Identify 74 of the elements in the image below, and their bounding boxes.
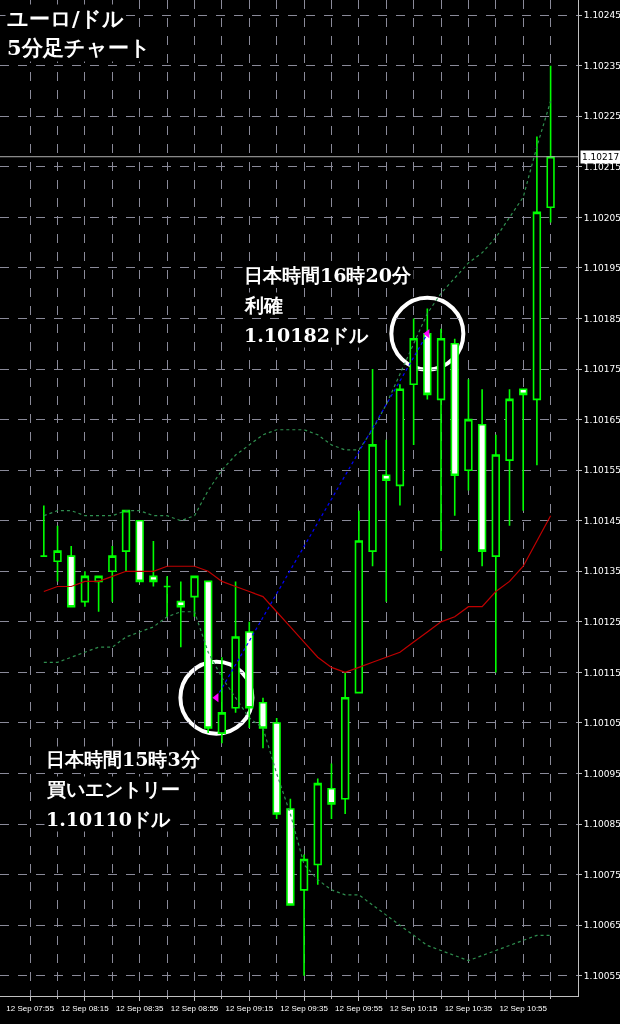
- candlestick: [464, 378, 473, 492]
- candlestick: [53, 525, 62, 583]
- candlestick: [231, 580, 240, 714]
- y-tick-label: 1.10115: [583, 667, 620, 678]
- y-tick-label: 1.10085: [583, 819, 620, 830]
- annotation: 買いエントリー: [46, 778, 180, 800]
- candlestick: [382, 439, 391, 603]
- candlestick: [162, 575, 172, 618]
- candlestick: [39, 504, 48, 557]
- y-tick-label: 1.10155: [583, 465, 620, 476]
- candlestick: [80, 570, 90, 608]
- candlestick: [327, 762, 336, 820]
- candlestick: [532, 135, 542, 466]
- y-tick-label: 1.10145: [583, 515, 620, 526]
- candlestick: [519, 388, 528, 512]
- y-tick-label: 1.10205: [583, 212, 620, 223]
- annotation: 日本時間15時3分: [46, 748, 201, 770]
- x-tick-label: 12 Sep 08:35: [115, 1003, 165, 1013]
- y-tick-label: 1.10135: [583, 566, 620, 577]
- candlestick: [368, 368, 377, 568]
- candlestick: [108, 545, 117, 603]
- x-tick-label: 12 Sep 10:55: [499, 1003, 548, 1013]
- candlestick: [409, 317, 418, 446]
- y-tick-label: 1.10065: [583, 920, 620, 931]
- x-tick-label: 12 Sep 09:15: [225, 1003, 274, 1013]
- candlestick: [436, 327, 446, 552]
- line-series: [43, 611, 552, 962]
- candlestick: [258, 696, 268, 750]
- candlestick: [299, 853, 309, 977]
- candlestick: [286, 798, 295, 906]
- y-tick-label: 1.10075: [583, 869, 620, 880]
- y-tick-label: 1.10215: [583, 161, 620, 172]
- y-tick-label: 1.10125: [583, 617, 620, 628]
- ref-line-label: 1.10217: [582, 152, 620, 162]
- annotation: 1.10182ドル: [244, 324, 369, 346]
- candlestick: [67, 545, 76, 608]
- line-series: [43, 515, 552, 674]
- x-tick-label: 12 Sep 07:55: [6, 1003, 55, 1013]
- y-tick-label: 1.10175: [583, 364, 620, 375]
- y-tick-label: 1.10185: [583, 313, 620, 324]
- x-tick-label: 12 Sep 08:55: [170, 1003, 219, 1013]
- x-tick-label: 12 Sep 10:35: [444, 1003, 493, 1013]
- y-tick-label: 1.10095: [583, 768, 620, 779]
- annotation: 1.10110ドル: [46, 808, 171, 830]
- candlestick: [546, 64, 555, 224]
- candlestick: [354, 509, 364, 694]
- candlestick: [149, 540, 158, 588]
- x-tick-label: 12 Sep 09:35: [280, 1003, 329, 1013]
- candlestick: [491, 434, 500, 674]
- x-tick-label: 12 Sep 10:15: [389, 1003, 438, 1013]
- y-tick-label: 1.10165: [583, 414, 620, 425]
- candlestick: [135, 519, 144, 583]
- candlestick: [341, 671, 350, 815]
- y-tick-label: 1.10235: [583, 60, 620, 71]
- candlestick: [477, 388, 487, 568]
- y-tick-label: 1.10245: [583, 10, 620, 21]
- candlestick: [121, 509, 131, 573]
- candlestick: [272, 717, 281, 820]
- candlestick: [395, 383, 405, 507]
- candlestick: [505, 388, 514, 527]
- y-tick-label: 1.10225: [583, 111, 620, 122]
- annotation: 日本時間16時20分: [244, 264, 412, 286]
- candlestick: [190, 575, 199, 618]
- x-tick-label: 12 Sep 09:55: [335, 1003, 384, 1013]
- chart-title: ユーロ/ドル: [7, 6, 124, 31]
- x-tick-label: 12 Sep 08:15: [61, 1003, 110, 1013]
- y-tick-label: 1.10105: [583, 718, 620, 729]
- candlestick: [313, 777, 322, 886]
- line-series: [43, 100, 552, 522]
- y-tick-label: 1.10055: [583, 970, 620, 981]
- text: 5分足チャート: [7, 35, 151, 60]
- y-tick-label: 1.10195: [583, 263, 620, 274]
- candlestick: [176, 580, 185, 648]
- annotation: 利確: [244, 294, 283, 316]
